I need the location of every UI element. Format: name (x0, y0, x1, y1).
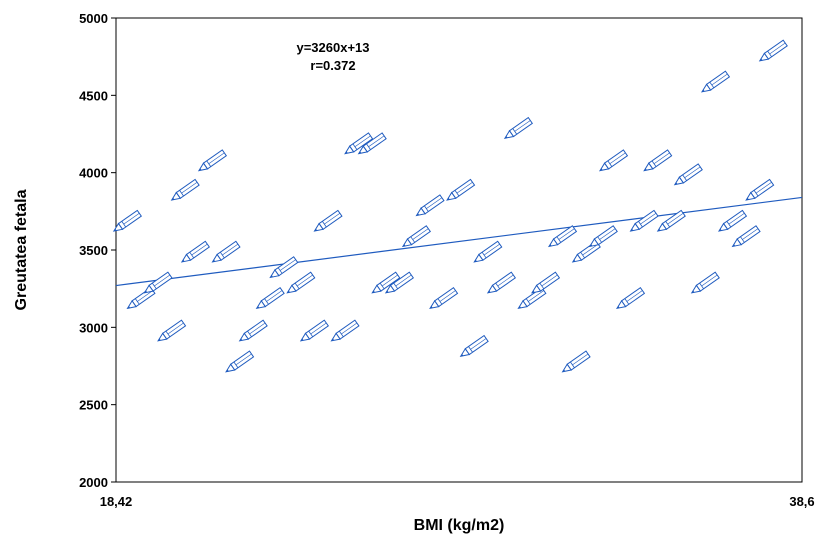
x-tick-label-min: 18,42 (100, 494, 133, 509)
data-point-pencil-icon (458, 335, 489, 360)
data-point-pencil-icon (515, 287, 547, 312)
data-point-pencil-icon (179, 240, 210, 266)
y-axis: 2000 2500 3000 3500 4000 4500 5000 (79, 11, 116, 490)
data-point-pencil-icon (730, 225, 761, 250)
data-point-pencil-icon (223, 350, 255, 376)
data-point-pencil-icon (716, 209, 747, 235)
x-axis: 18,42 38,6 (100, 494, 815, 509)
data-point-pencil-icon (628, 209, 659, 235)
data-point-pencil-icon (672, 163, 703, 189)
x-tick-label-max: 38,6 (789, 494, 814, 509)
x-axis-title: BMI (kg/m2) (414, 517, 505, 534)
data-point-pencil-icon (587, 225, 618, 250)
data-point-pencil-icon (614, 287, 645, 312)
data-point-pencil-icon (743, 178, 775, 204)
data-point-pencil-icon (471, 240, 503, 266)
data-point-pencil-icon (155, 319, 187, 345)
plot-area (115, 17, 803, 483)
y-tick-label: 2000 (79, 475, 108, 490)
data-point-pencil-icon (312, 209, 343, 235)
data-point-pencil-icon (641, 149, 673, 175)
data-point-pencil-icon (502, 117, 533, 142)
data-point-pencil-icon (284, 271, 316, 297)
regression-equation: y=3260x+13 (296, 40, 369, 55)
data-point-pencil-icon (329, 319, 360, 345)
data-point-pencil-icon (237, 319, 268, 345)
data-point-pencil-icon (196, 149, 227, 175)
regression-line (115, 196, 803, 287)
y-tick-label: 4500 (79, 88, 108, 103)
y-tick-label: 5000 (79, 11, 108, 26)
y-tick-label: 4000 (79, 166, 108, 181)
correlation-coefficient: r=0.372 (310, 58, 355, 73)
data-point-pencil-icon (210, 240, 241, 266)
y-axis-title: Greutatea fetala (13, 189, 30, 310)
data-point-pencil-icon (444, 178, 476, 204)
data-point-pencil-icon (597, 149, 628, 175)
data-points (111, 39, 788, 376)
data-point-pencil-icon (689, 271, 720, 297)
data-point-pencil-icon (298, 319, 329, 345)
data-point-pencil-icon (267, 256, 299, 281)
data-point-pencil-icon (414, 194, 445, 219)
data-point-pencil-icon (142, 271, 173, 297)
data-point-pencil-icon (427, 287, 459, 312)
y-tick-label: 3500 (79, 243, 108, 258)
data-point-pencil-icon (757, 39, 788, 65)
data-point-pencil-icon (169, 178, 200, 204)
y-tick-label: 3000 (79, 320, 108, 335)
data-point-pencil-icon (560, 350, 591, 376)
data-point-pencil-icon (699, 70, 730, 96)
data-point-pencil-icon (485, 271, 516, 297)
data-point-pencil-icon (254, 287, 285, 312)
y-tick-label: 2500 (79, 398, 108, 413)
